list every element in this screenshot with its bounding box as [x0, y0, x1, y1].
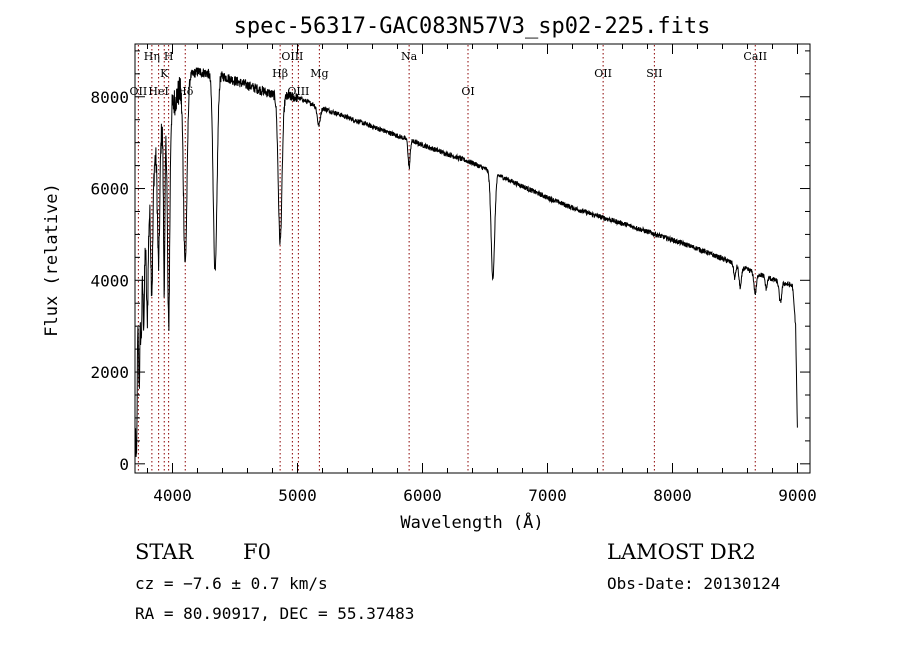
spectral-line-label: SII — [646, 67, 662, 80]
spectral-line-label: OIII — [281, 50, 303, 63]
survey-name: LAMOST DR2 — [607, 540, 756, 564]
y-tick-label: 4000 — [90, 271, 129, 290]
spectral-line-label: H — [164, 50, 174, 63]
x-tick-label: 7000 — [528, 486, 567, 505]
x-tick-label: 5000 — [278, 486, 317, 505]
y-tick-label: 8000 — [90, 88, 129, 107]
spectral-line-label: OII — [594, 67, 612, 80]
y-tick-label: 0 — [119, 455, 129, 474]
x-tick-label: 8000 — [653, 486, 692, 505]
y-axis-label: Flux (relative) — [42, 183, 62, 337]
spectral-line-label: OII — [130, 85, 148, 98]
x-tick-label: 6000 — [403, 486, 442, 505]
observation-date: Obs-Date: 20130124 — [607, 574, 780, 593]
spectral-line-label: CaII — [743, 50, 767, 63]
y-tick-label: 6000 — [90, 180, 129, 199]
spectral-line-label: K — [160, 67, 169, 80]
object-class: STAR — [135, 540, 194, 564]
spectral-line-label: Hβ — [272, 67, 288, 80]
spectral-line-label: Na — [401, 50, 418, 63]
spectral-line-markers — [137, 45, 756, 472]
spectral-line-label: Mg — [310, 67, 328, 80]
coordinates: RA = 80.90917, DEC = 55.37483 — [135, 604, 414, 623]
x-axis: 4000 5000 6000 7000 8000 9000 — [147, 44, 817, 505]
y-axis: 0 2000 4000 6000 8000 — [90, 50, 810, 474]
object-subclass: F0 — [243, 540, 271, 564]
x-tick-label: 4000 — [153, 486, 192, 505]
plot-frame — [134, 43, 811, 474]
spectral-line-label: HeI — [148, 85, 168, 98]
x-axis-label: Wavelength (Å) — [400, 511, 543, 533]
chart-title: spec-56317-GAC083N57V3_sp02-225.fits — [234, 14, 711, 39]
spectral-line-label: OI — [461, 85, 474, 98]
x-tick-label: 9000 — [778, 486, 817, 505]
redshift-value: cz = −7.6 ± 0.7 km/s — [135, 574, 328, 593]
spectral-line-label: Hη — [144, 50, 160, 63]
y-tick-label: 2000 — [90, 363, 129, 382]
spectrum-series-line — [135, 67, 798, 458]
